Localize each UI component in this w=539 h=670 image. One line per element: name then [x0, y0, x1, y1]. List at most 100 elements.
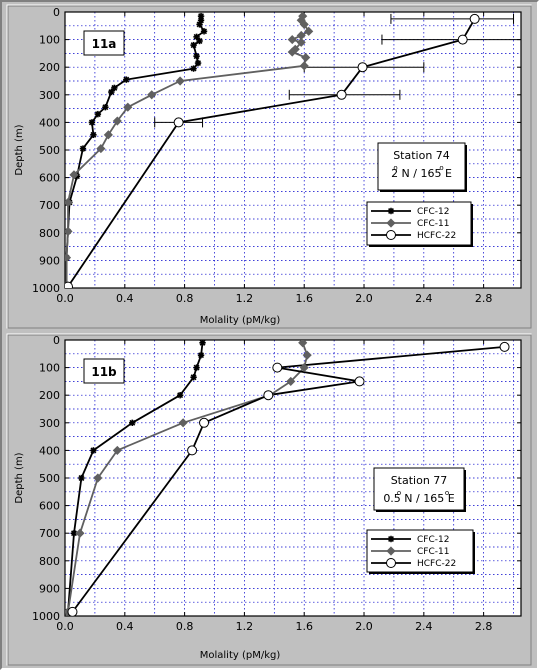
x-tick-label: 0.8 [176, 620, 194, 633]
data-point-cfc-12 [111, 84, 118, 92]
y-tick-label: 600 [39, 172, 60, 185]
legend-label: HCFC-22 [417, 231, 456, 241]
data-point-cfc-11 [299, 363, 309, 373]
data-point-cfc-12 [193, 33, 200, 41]
y-tick-label: 700 [39, 527, 60, 540]
series-line-cfc-11 [65, 15, 310, 286]
data-point-hcfc-22 [499, 341, 510, 352]
y-axis-label: Depth (m) [14, 124, 25, 175]
y-tick-label: 0 [53, 6, 60, 19]
series-line-cfc-11 [67, 342, 309, 613]
y-tick-label: 800 [39, 227, 60, 240]
data-point-cfc-11 [65, 197, 73, 208]
legend-marker [386, 546, 396, 556]
panel-tag-box [83, 30, 125, 56]
y-tick-label: 300 [39, 89, 60, 102]
data-point-cfc-12 [194, 59, 202, 67]
data-point-cfc-12 [102, 104, 109, 111]
y-tick-label: 400 [39, 116, 60, 129]
panel-tag: 11a [92, 37, 117, 51]
data-point-hcfc-22 [469, 13, 480, 24]
data-point-cfc-11 [75, 528, 85, 538]
data-point-cfc-12 [196, 37, 203, 45]
data-point-cfc-11 [69, 170, 79, 180]
data-series [65, 12, 521, 288]
data-point-cfc-12 [90, 447, 97, 454]
data-point-cfc-11 [65, 226, 73, 236]
x-tick-label: 0.4 [116, 620, 134, 633]
data-point-cfc-12 [90, 131, 97, 139]
data-point-cfc-11 [112, 116, 122, 126]
data-point-cfc-12 [108, 88, 115, 96]
x-tick-label: 2.8 [475, 620, 493, 633]
x-tick-label: 0.4 [116, 292, 134, 305]
data-point-hcfc-22 [199, 417, 210, 428]
degree-symbol: o [439, 164, 443, 172]
y-tick-label: 500 [39, 144, 60, 157]
data-point-cfc-11 [287, 47, 297, 57]
data-point-cfc-12 [190, 374, 197, 381]
data-point-hcfc-22 [263, 390, 274, 401]
data-point-cfc-11 [147, 90, 157, 100]
x-tick-label: 2.4 [415, 620, 433, 633]
data-point-cfc-12 [196, 21, 203, 28]
y-tick-label: 600 [39, 500, 60, 513]
data-point-cfc-11 [301, 52, 311, 63]
legend-label: HCFC-22 [417, 559, 456, 569]
data-point-hcfc-22 [336, 89, 347, 100]
x-tick-label: 0.0 [56, 620, 74, 633]
data-point-cfc-11 [302, 350, 312, 360]
y-tick-label: 900 [39, 254, 60, 267]
y-tick-label: 500 [39, 472, 60, 485]
data-point-hcfc-22 [357, 62, 368, 73]
station-box [373, 467, 465, 511]
data-point-cfc-12 [199, 340, 206, 346]
data-point-cfc-12 [190, 65, 197, 72]
data-point-hcfc-22 [67, 606, 78, 616]
legend-label: CFC-11 [417, 219, 449, 229]
data-point-cfc-12 [123, 76, 130, 83]
data-point-cfc-11 [65, 253, 72, 263]
data-point-cfc-12 [193, 52, 200, 60]
y-tick-label: 800 [39, 555, 60, 568]
data-point-hcfc-22 [173, 117, 184, 128]
legend-label: CFC-12 [417, 207, 449, 217]
x-tick-label: 2.8 [475, 292, 493, 305]
legend-label: CFC-11 [417, 547, 449, 557]
legend-marker [387, 535, 395, 543]
y-tick-label: 200 [39, 61, 60, 74]
data-point-cfc-12 [79, 145, 87, 152]
data-point-cfc-12 [129, 419, 136, 426]
y-tick-label: 900 [39, 582, 60, 595]
data-point-cfc-11 [178, 418, 188, 428]
data-point-cfc-12 [200, 28, 208, 35]
legend-marker [386, 230, 396, 240]
data-point-cfc-11 [299, 19, 309, 29]
data-point-cfc-12 [193, 364, 200, 371]
data-point-cfc-12 [176, 392, 184, 399]
station-coordinates: 2 N / 165 E [391, 167, 452, 180]
data-point-cfc-12 [78, 474, 85, 482]
x-axis-label: Molality (pM/kg) [200, 315, 281, 326]
legend-marker [386, 558, 396, 568]
series-line-cfc-12 [67, 342, 204, 612]
degree-symbol: o [397, 489, 401, 497]
y-tick-label: 1000 [32, 282, 60, 295]
data-point-cfc-12 [190, 41, 197, 49]
y-tick-label: 1000 [32, 610, 60, 623]
degree-symbol: o [393, 164, 397, 172]
x-tick-label: 2.0 [355, 292, 373, 305]
data-point-cfc-11 [299, 61, 309, 71]
data-point-cfc-11 [286, 376, 296, 386]
data-point-cfc-11 [304, 26, 314, 36]
y-axis-label: Depth (m) [14, 452, 25, 503]
data-point-cfc-11 [112, 445, 122, 455]
data-point-hcfc-22 [272, 362, 283, 373]
data-point-cfc-12 [88, 119, 96, 126]
station-name: Station 77 [391, 474, 448, 487]
y-tick-label: 100 [39, 362, 60, 375]
